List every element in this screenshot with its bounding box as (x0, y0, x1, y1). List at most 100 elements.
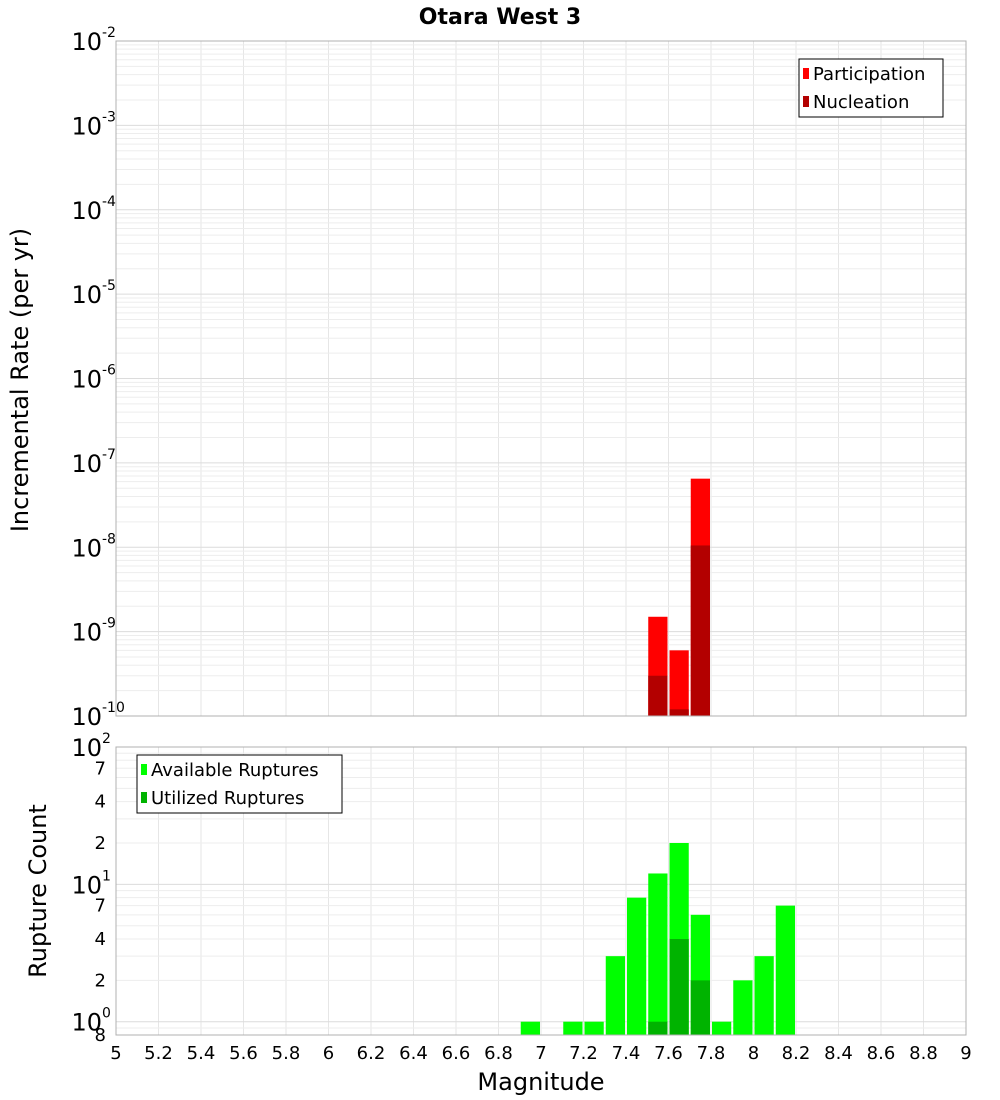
count-y-tick-exponent: 2 (102, 731, 111, 747)
participation-legend-swatch (803, 68, 809, 79)
x-tick-label: 5.8 (272, 1043, 301, 1064)
available-legend-label: Available Ruptures (151, 760, 319, 781)
x-tick-label: 5.4 (187, 1043, 216, 1064)
count-y-tick-exponent: 1 (102, 868, 111, 884)
x-tick-label: 5.2 (144, 1043, 173, 1064)
rate-y-tick-base: 10 (71, 366, 102, 394)
rate-y-tick-base: 10 (71, 619, 102, 647)
chart-title: Otara West 3 (419, 5, 581, 30)
x-tick-label: 6.6 (442, 1043, 471, 1064)
count-y-tick-label: 4 (95, 929, 106, 950)
available-ruptures-bar (520, 1021, 540, 1035)
rate-y-tick-power: 10 -3 (71, 109, 116, 140)
rate-y-tick-power: 10 -10 (71, 700, 124, 731)
count-y-tick-base: 10 (71, 871, 102, 899)
available-ruptures-bar (733, 980, 753, 1035)
x-axis-label: Magnitude (477, 1068, 604, 1096)
available-ruptures-bar (563, 1021, 583, 1035)
count-plot-border (115, 746, 967, 1036)
rate-y-tick-exponent: -8 (102, 531, 116, 547)
x-tick-label: 5 (110, 1043, 121, 1064)
rate-y-tick-power: 10 -5 (71, 278, 116, 309)
count-legend: Available Ruptures Utilized Ruptures (136, 754, 343, 814)
count-y-tick-base: 10 (71, 1009, 102, 1037)
rate-y-tick-exponent: -9 (102, 616, 116, 632)
rate-y-tick-exponent: -7 (102, 447, 116, 463)
available-ruptures-bar (712, 1021, 732, 1035)
available-ruptures-bar (605, 956, 625, 1035)
available-ruptures-bar (584, 1021, 604, 1035)
count-y-tick-label: 4 (95, 792, 106, 813)
rate-y-tick-power: 10 -7 (71, 447, 116, 478)
utilized-ruptures-bar (648, 1021, 668, 1035)
count-y-tick-label: 8 (95, 1025, 106, 1046)
count-y-tick-power: 10 1 (71, 868, 110, 899)
rate-y-tick-exponent: -6 (102, 363, 116, 379)
nucleation-bar (648, 675, 668, 716)
x-tick-label: 7.2 (569, 1043, 598, 1064)
count-bars (520, 843, 795, 1035)
rate-y-tick-power: 10 -4 (71, 194, 116, 225)
rate-y-tick-exponent: -4 (102, 194, 116, 210)
count-y-axis-label: Rupture Count (24, 804, 52, 978)
rate-bars (648, 478, 710, 716)
rate-y-tick-base: 10 (71, 703, 102, 731)
rate-y-tick-base: 10 (71, 112, 102, 140)
participation-legend-label: Participation (813, 64, 925, 85)
utilized-legend-swatch (141, 792, 147, 803)
rate-y-tick-base: 10 (71, 450, 102, 478)
utilized-legend-label: Utilized Ruptures (151, 788, 304, 809)
x-tick-label: 5.6 (229, 1043, 258, 1064)
x-tick-label: 8.4 (824, 1043, 853, 1064)
x-tick-label: 8.6 (867, 1043, 896, 1064)
x-tick-label: 6.4 (399, 1043, 428, 1064)
x-tick-label: 6 (323, 1043, 334, 1064)
x-tick-label: 7.8 (697, 1043, 726, 1064)
count-y-tick-label: 7 (95, 896, 106, 917)
rate-legend-box (798, 58, 944, 118)
x-tick-label: 7.6 (654, 1043, 683, 1064)
rate-y-axis-label: Incremental Rate (per yr) (6, 228, 34, 532)
participation-bar (669, 650, 689, 716)
count-y-tick-label: 2 (95, 970, 106, 991)
count-legend-box (136, 754, 343, 814)
rate-y-tick-power: 10 -2 (71, 25, 116, 56)
rate-y-tick-base: 10 (71, 534, 102, 562)
rate-y-tick-exponent: -3 (102, 109, 116, 125)
available-ruptures-bar (627, 897, 647, 1035)
x-tick-label: 8.2 (782, 1043, 811, 1064)
utilized-ruptures-bar (669, 939, 689, 1035)
x-tick-label: 7 (535, 1043, 546, 1064)
x-tick-label: 8.8 (909, 1043, 938, 1064)
count-y-tick-exponent: 0 (102, 1006, 111, 1022)
nucleation-bar (690, 545, 710, 716)
nucleation-legend-label: Nucleation (813, 92, 909, 113)
count-y-tick-power: 10 0 (71, 1006, 110, 1037)
x-ticks: 5 5.2 5.4 5.6 5.8 6 6.2 6.4 6.6 6.8 7 7.2 7.4 7.6 7.8 8… (110, 1043, 971, 1064)
x-tick-label: 9 (960, 1043, 971, 1064)
x-tick-label: 8 (748, 1043, 759, 1064)
count-y-tick-label: 2 (95, 833, 106, 854)
rate-grid (115, 41, 967, 717)
rate-y-tick-exponent: -10 (102, 700, 125, 716)
count-y-tick-base: 10 (71, 734, 102, 762)
available-ruptures-bar (754, 956, 774, 1035)
rate-y-tick-base: 10 (71, 197, 102, 225)
rate-y-tick-power: 10 -6 (71, 363, 116, 394)
count-grid (115, 747, 967, 1036)
available-ruptures-bar (648, 873, 668, 1035)
rate-y-tick-power: 10 -9 (71, 616, 116, 647)
rate-y-tick-base: 10 (71, 28, 102, 56)
nucleation-legend-swatch (803, 96, 809, 107)
rate-y-tick-power: 10 -8 (71, 531, 116, 562)
x-tick-label: 7.4 (612, 1043, 641, 1064)
available-ruptures-bar (775, 905, 795, 1035)
x-tick-label: 6.2 (357, 1043, 386, 1064)
count-y-tick-label: 7 (95, 758, 106, 779)
rate-y-tick-base: 10 (71, 281, 102, 309)
